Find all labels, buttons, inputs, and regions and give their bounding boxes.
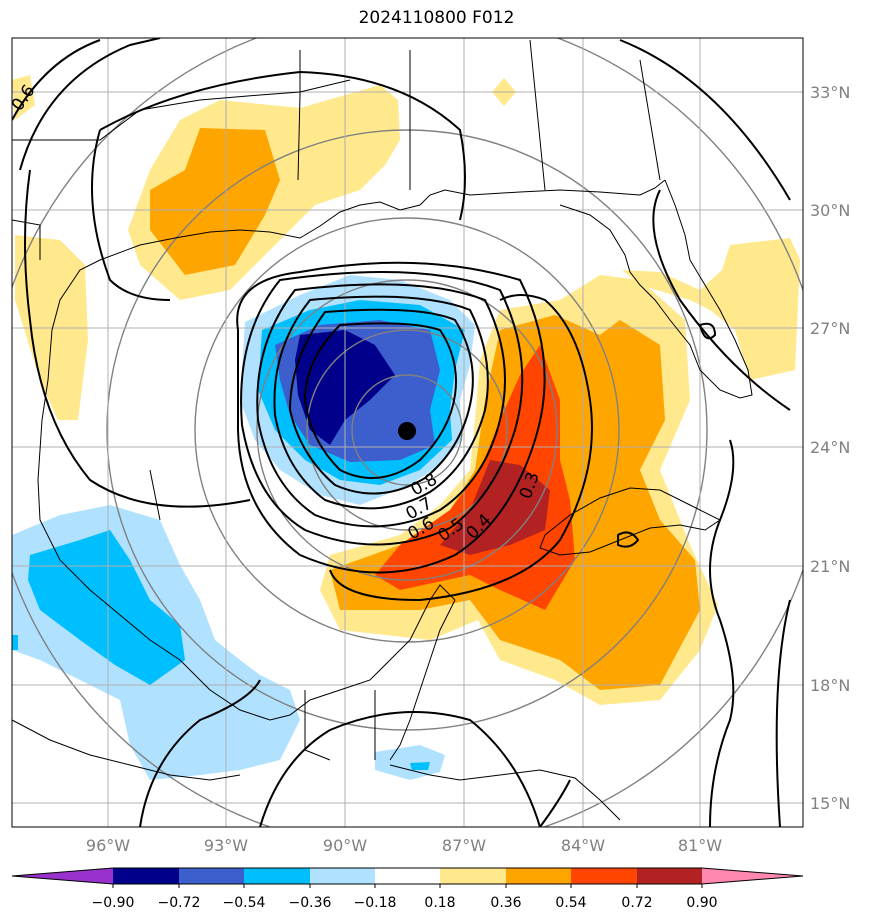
lon-label-84: 84°W <box>561 836 605 855</box>
lon-label-93: 93°W <box>204 836 248 855</box>
colorbar-tick-4: −0.36 <box>289 895 332 911</box>
field-skyblue-southwest <box>28 530 185 685</box>
lat-label-33: 33°N <box>810 83 850 102</box>
field-yellow-florida <box>622 238 800 380</box>
colorbar-tick-5: −0.18 <box>354 895 397 911</box>
graticule <box>12 38 803 827</box>
colorbar-seg-7 <box>506 868 571 884</box>
colorbar-tick-9: 0.72 <box>621 895 652 911</box>
field-orange-north <box>150 128 280 275</box>
colorbar-extend-high <box>702 868 803 884</box>
lat-label-15: 15°N <box>810 794 850 813</box>
lon-label-87: 87°W <box>442 836 486 855</box>
lon-label-90: 90°W <box>323 836 367 855</box>
colorbar-tick-6: 0.18 <box>424 895 455 911</box>
lat-label-18: 18°N <box>810 676 850 695</box>
lon-label-81: 81°W <box>678 836 722 855</box>
colorbar-seg-2 <box>179 868 244 884</box>
field-firebrick <box>440 460 550 555</box>
storm-center-marker <box>398 422 416 440</box>
colorbar-seg-9 <box>637 868 702 884</box>
range-rings <box>12 38 803 827</box>
colorbar-seg-8 <box>571 868 637 884</box>
colorbar-tick-2: −0.72 <box>158 895 201 911</box>
colorbar-tick-3: −0.54 <box>223 895 266 911</box>
colorbar-seg-4 <box>310 868 375 884</box>
contours <box>12 38 791 827</box>
lat-label-27: 27°N <box>810 319 850 338</box>
colorbar-seg-1 <box>113 868 179 884</box>
colorbar-tick-8: 0.54 <box>555 895 586 911</box>
map-area: 0.8 0.7 0.6 0.5 0.4 0.3 0.6 <box>12 38 803 827</box>
map-title: 2024110800 F012 <box>358 8 515 28</box>
colorbar-tick-7: 0.36 <box>490 895 521 911</box>
colorbar-seg-6 <box>440 868 506 884</box>
lat-label-24: 24°N <box>810 438 850 457</box>
lat-label-30: 30°N <box>810 201 850 220</box>
colorbar-tick-10: 0.90 <box>686 895 717 911</box>
lat-label-21: 21°N <box>810 557 850 576</box>
colorbar-seg-3 <box>244 868 310 884</box>
colorbar: −0.90 −0.72 −0.54 −0.36 −0.18 0.18 0.36 … <box>11 867 804 911</box>
colorbar-extend-low <box>12 868 113 884</box>
lon-label-96: 96°W <box>86 836 130 855</box>
colorbar-tick-1: −0.90 <box>92 895 135 911</box>
coastlines <box>12 39 753 821</box>
map-frame <box>11 37 804 828</box>
colorbar-seg-5 <box>375 868 440 884</box>
